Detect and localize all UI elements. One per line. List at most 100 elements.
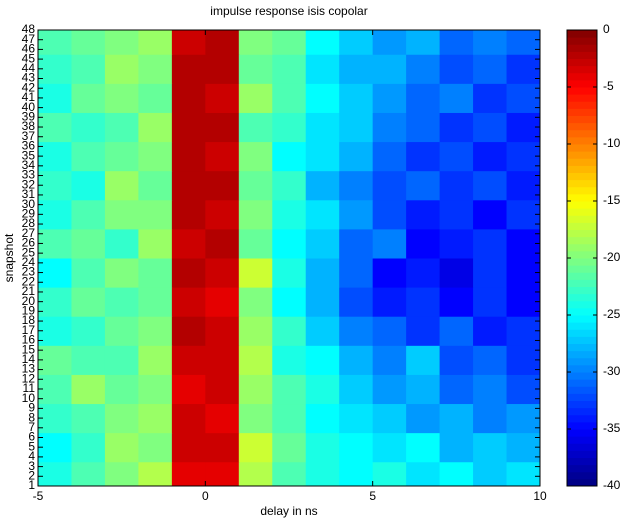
colorbar-step	[567, 108, 597, 116]
y-tick-label: 32	[22, 177, 36, 191]
heatmap-cell	[205, 228, 240, 259]
y-tick-label: 16	[22, 333, 36, 347]
heatmap-cell	[506, 141, 540, 172]
heatmap-cell	[473, 112, 508, 143]
heatmap-cell	[104, 461, 139, 486]
heatmap-cell	[406, 258, 441, 288]
colorbar-step	[567, 464, 597, 473]
colorbar-step	[567, 136, 597, 145]
heatmap-cell	[104, 228, 139, 259]
heatmap-cell	[439, 54, 474, 84]
heatmap-cell	[339, 30, 374, 55]
colorbar-step	[567, 343, 597, 352]
heatmap-cell	[272, 374, 307, 405]
colorbar-step	[567, 144, 597, 152]
heatmap-cell	[171, 112, 206, 143]
heatmap-cell	[38, 228, 72, 259]
y-tick-label: 33	[22, 168, 36, 182]
heatmap-cell	[339, 287, 374, 317]
heatmap-cell	[305, 170, 340, 201]
heatmap-cell	[138, 112, 173, 143]
heatmap-cell	[473, 228, 508, 259]
heatmap-cell	[205, 461, 240, 486]
heatmap-cell	[38, 316, 72, 346]
heatmap-cell	[406, 83, 441, 113]
heatmap-cell	[171, 432, 206, 463]
heatmap-cell	[104, 287, 139, 317]
y-tick-label: 45	[22, 51, 36, 65]
heatmap-cell	[104, 83, 139, 113]
heatmap-cell	[439, 461, 474, 486]
colorbar-step	[567, 421, 597, 430]
heatmap-cell	[38, 199, 72, 230]
heatmap-cell	[305, 316, 340, 346]
heatmap-cell	[406, 170, 441, 201]
heatmap-cell	[506, 461, 540, 486]
colorbar-step	[567, 457, 597, 466]
heatmap-cell	[71, 461, 106, 486]
chart-title: impulse response isis copolar	[210, 4, 367, 18]
heatmap-cell	[71, 374, 106, 405]
heatmap-cell	[406, 316, 441, 346]
heatmap-cell	[506, 112, 540, 143]
heatmap-cell	[305, 345, 340, 375]
colorbar-step	[567, 307, 597, 316]
y-tick-label: 39	[22, 109, 36, 123]
y-axis-label: snapshot	[2, 233, 16, 282]
heatmap-cell	[138, 258, 173, 288]
heatmap-cell	[372, 199, 407, 230]
heatmap-cell	[138, 199, 173, 230]
colorbar-tick-label: -35	[603, 421, 621, 435]
y-tick-label: 22	[22, 274, 36, 288]
heatmap-cell	[439, 199, 474, 230]
x-tick-label: 5	[369, 489, 376, 503]
heatmap-cell	[272, 112, 307, 143]
heatmap-cell	[372, 374, 407, 405]
heatmap-cell	[506, 30, 540, 55]
heatmap-cell	[238, 30, 273, 55]
y-tick-label: 34	[22, 158, 36, 172]
colorbar-step	[567, 201, 597, 209]
heatmap-cell	[205, 112, 240, 143]
y-tick-label: 40	[22, 100, 36, 114]
heatmap-cell	[71, 112, 106, 143]
heatmap-cell	[205, 403, 240, 434]
heatmap-cell	[272, 199, 307, 230]
y-tick-label: 44	[22, 61, 36, 75]
colorbar-step	[567, 322, 597, 330]
heatmap-cell	[439, 258, 474, 288]
y-tick-label: 10	[22, 391, 36, 405]
heatmap-cell	[71, 316, 106, 346]
colorbar-step	[567, 115, 597, 124]
heatmap-cell	[138, 141, 173, 172]
colorbar-step	[567, 193, 597, 202]
colorbar-step	[567, 258, 597, 266]
heatmap-cell	[171, 141, 206, 172]
y-tick-label: 30	[22, 197, 36, 211]
heatmap-cell	[171, 403, 206, 434]
heatmap-cell	[238, 54, 273, 84]
heatmap-cell	[473, 258, 508, 288]
y-tick-label: 7	[28, 420, 35, 434]
y-tick-label: 23	[22, 265, 36, 279]
y-tick-label: 47	[22, 32, 36, 46]
heatmap-cell	[439, 287, 474, 317]
heatmap-cell	[305, 403, 340, 434]
heatmap-cell	[473, 287, 508, 317]
colorbar-step	[567, 286, 597, 295]
heatmap-cell	[272, 228, 307, 259]
heatmap-cell	[339, 258, 374, 288]
heatmap-cell	[104, 141, 139, 172]
heatmap-cell	[372, 170, 407, 201]
heatmap-cell	[339, 316, 374, 346]
colorbar-step	[567, 400, 597, 409]
heatmap-cell	[272, 461, 307, 486]
heatmap-cell	[506, 170, 540, 201]
heatmap-cell	[473, 374, 508, 405]
heatmap-cell	[339, 83, 374, 113]
heatmap-cell	[205, 199, 240, 230]
heatmap-cell	[339, 112, 374, 143]
heatmap-cell	[171, 374, 206, 405]
heatmap-cell	[506, 374, 540, 405]
colorbar-step	[567, 165, 597, 173]
